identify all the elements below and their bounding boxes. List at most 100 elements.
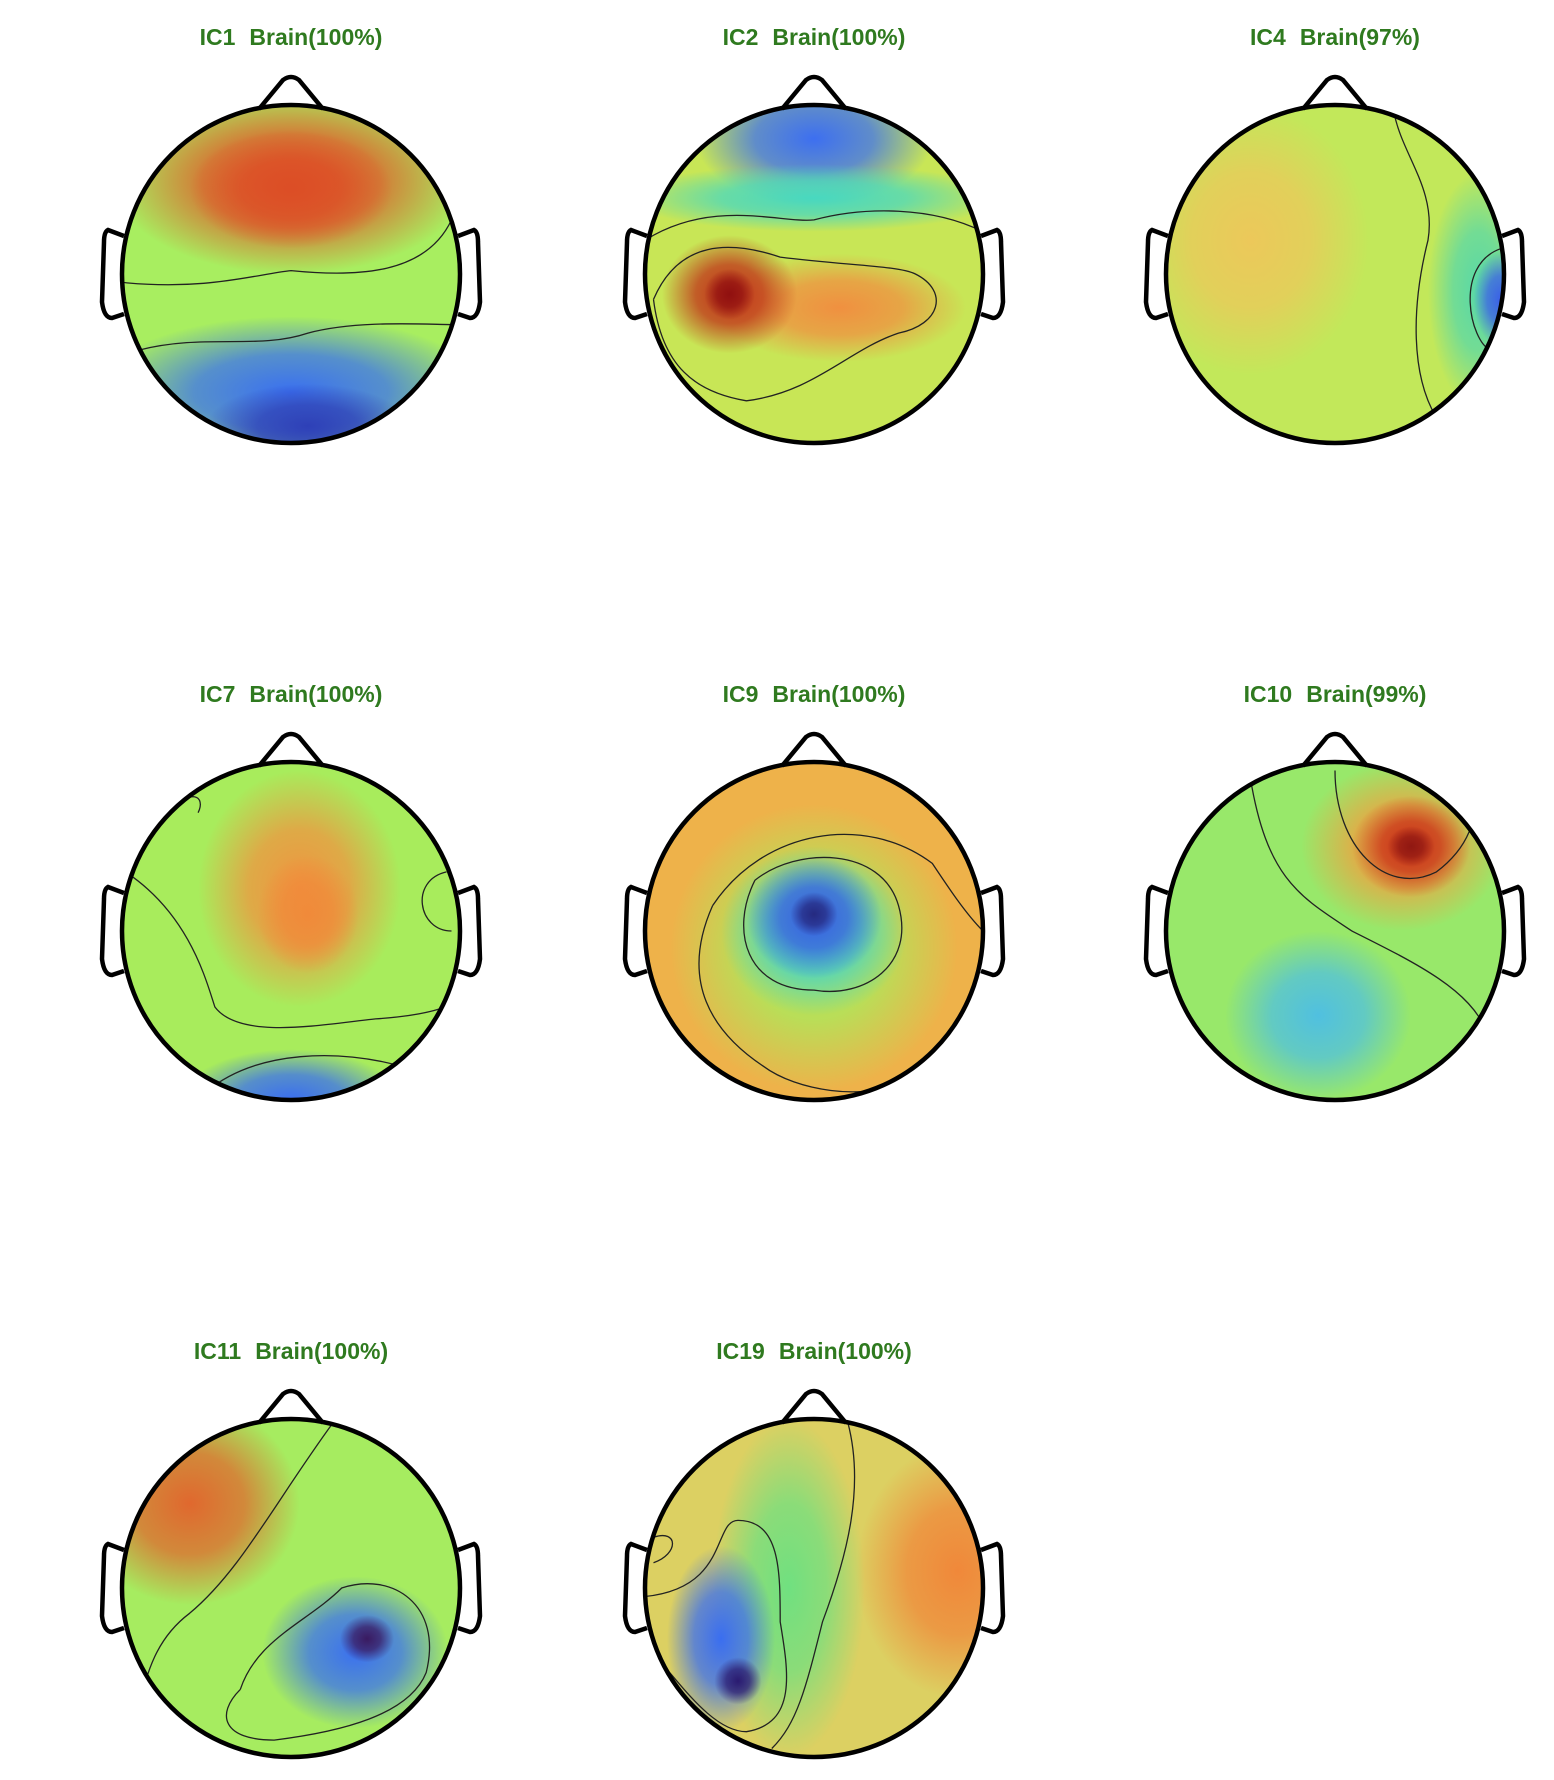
ear [622, 1541, 648, 1635]
ear [980, 227, 1006, 321]
panel-title: IC1 Brain(100%) [200, 24, 383, 50]
contour-line [645, 1519, 788, 1733]
ear [980, 1541, 1006, 1635]
contour-line [743, 856, 903, 992]
scalp-map [122, 105, 460, 443]
topo-panel: IC4 Brain(97%) [1143, 24, 1527, 446]
contour-line [122, 219, 453, 286]
classification: Brain(99%) [1306, 681, 1426, 707]
classification: Brain(100%) [255, 1338, 388, 1364]
classification: Brain(97%) [1300, 24, 1420, 50]
map-blob [714, 1657, 762, 1705]
topo-panel: IC11 Brain(100%) [99, 1338, 483, 1760]
component-name: IC1 [200, 24, 236, 50]
component-name: IC4 [1250, 24, 1286, 50]
ear [1501, 884, 1527, 978]
scalp-map [1166, 105, 1504, 443]
ear [457, 227, 483, 321]
contour-line [138, 323, 460, 351]
nose [1301, 731, 1369, 768]
contour-line [771, 1422, 856, 1749]
contour-line [421, 871, 452, 932]
component-name: IC7 [200, 681, 236, 707]
contour-line [1393, 113, 1437, 418]
ear [980, 884, 1006, 978]
map-blob [666, 1545, 776, 1732]
scalp-map [122, 762, 460, 1100]
panel-title: IC7 Brain(100%) [200, 681, 383, 707]
scalp-map [645, 1419, 983, 1757]
head-outline [119, 102, 463, 446]
nose [780, 731, 848, 768]
contour-line [225, 1583, 431, 1741]
head-outline [642, 1416, 986, 1760]
panel-title: IC9 Brain(100%) [723, 681, 906, 707]
ear [1143, 227, 1169, 321]
ear [622, 884, 648, 978]
contour-line [1469, 248, 1501, 351]
map-blob [206, 383, 410, 443]
topo-panel: IC7 Brain(100%) [99, 681, 483, 1103]
head-outline [119, 759, 463, 1103]
nose [780, 74, 848, 111]
head-outline [642, 102, 986, 446]
ear [1501, 227, 1527, 321]
map-blob [645, 164, 983, 232]
map-blob [189, 130, 393, 249]
scalp-map [645, 105, 983, 443]
map-blob [856, 1444, 983, 1698]
head-outline [642, 759, 986, 1103]
nose [257, 731, 325, 768]
nose [257, 74, 325, 111]
head-outline [1163, 759, 1507, 1103]
classification: Brain(100%) [772, 24, 905, 50]
panel-title: IC11 Brain(100%) [194, 1338, 388, 1364]
map-blob [181, 1049, 401, 1100]
contour-line [125, 871, 460, 1029]
map-blob [257, 854, 359, 974]
panel-title: IC10 Brain(99%) [1244, 681, 1427, 707]
ear [99, 884, 125, 978]
contour-line [653, 1535, 673, 1564]
head-outline [1163, 102, 1507, 446]
panel-title: IC4 Brain(97%) [1250, 24, 1420, 50]
nose [1301, 74, 1369, 111]
ear [99, 227, 125, 321]
classification: Brain(100%) [249, 24, 382, 50]
map-blob [1225, 931, 1412, 1100]
map-blob [790, 892, 838, 937]
head-outline [119, 1416, 463, 1760]
classification: Brain(100%) [772, 681, 905, 707]
map-blob [1387, 826, 1435, 867]
classification: Brain(100%) [249, 681, 382, 707]
component-name: IC11 [194, 1338, 242, 1364]
ear [99, 1541, 125, 1635]
panel-title: IC2 Brain(100%) [723, 24, 906, 50]
map-blob [122, 1419, 300, 1605]
contour-line [712, 833, 983, 932]
nose [780, 1388, 848, 1425]
nose [257, 1388, 325, 1425]
component-name: IC9 [723, 681, 759, 707]
contour-line [645, 210, 983, 241]
map-blob [704, 268, 755, 320]
ear [457, 1541, 483, 1635]
ear [457, 884, 483, 978]
component-name: IC10 [1244, 681, 1293, 707]
contour-line [206, 1055, 402, 1092]
topo-panel: IC2 Brain(100%) [622, 24, 1006, 446]
ear [1143, 884, 1169, 978]
panel-title: IC19 Brain(100%) [716, 1338, 912, 1364]
scalp-map [645, 762, 983, 1100]
contour-line [652, 246, 937, 402]
component-name: IC19 [716, 1338, 765, 1364]
scalp-map [1166, 762, 1504, 1100]
map-blob [340, 1615, 395, 1663]
topo-panel: IC1 Brain(100%) [99, 24, 483, 446]
contour-line [138, 1422, 334, 1707]
topo-panel: IC19 Brain(100%) [622, 1338, 1006, 1760]
ear [622, 227, 648, 321]
contour-line [698, 905, 899, 1093]
topo-panel: IC9 Brain(100%) [622, 681, 1006, 1103]
